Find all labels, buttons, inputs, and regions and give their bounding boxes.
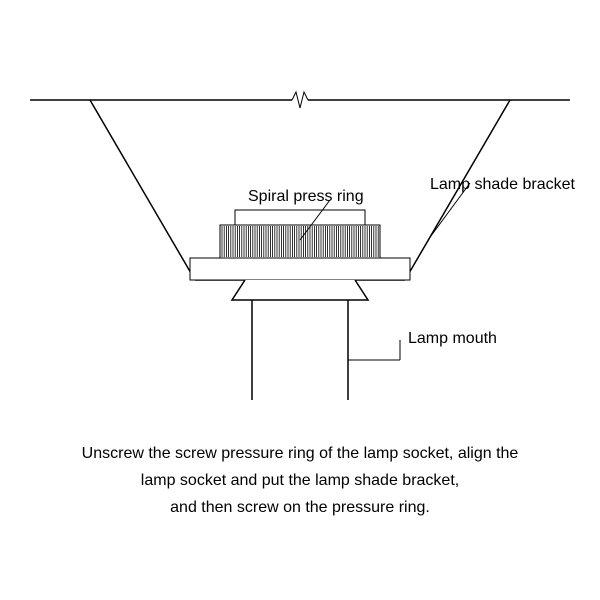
instruction-text: Unscrew the screw pressure ring of the l…: [40, 440, 560, 522]
label-shade-bracket: Lamp shade bracket: [430, 176, 575, 194]
instruction-line1: Unscrew the screw pressure ring of the l…: [82, 445, 519, 462]
label-spiral-ring: Spiral press ring: [248, 188, 364, 206]
diagram-container: { "diagram": { "type": "technical-diagra…: [0, 0, 600, 600]
label-lamp-mouth: Lamp mouth: [408, 330, 497, 348]
instruction-line3: and then screw on the pressure ring.: [170, 499, 430, 516]
instruction-line2: lamp socket and put the lamp shade brack…: [141, 472, 459, 489]
